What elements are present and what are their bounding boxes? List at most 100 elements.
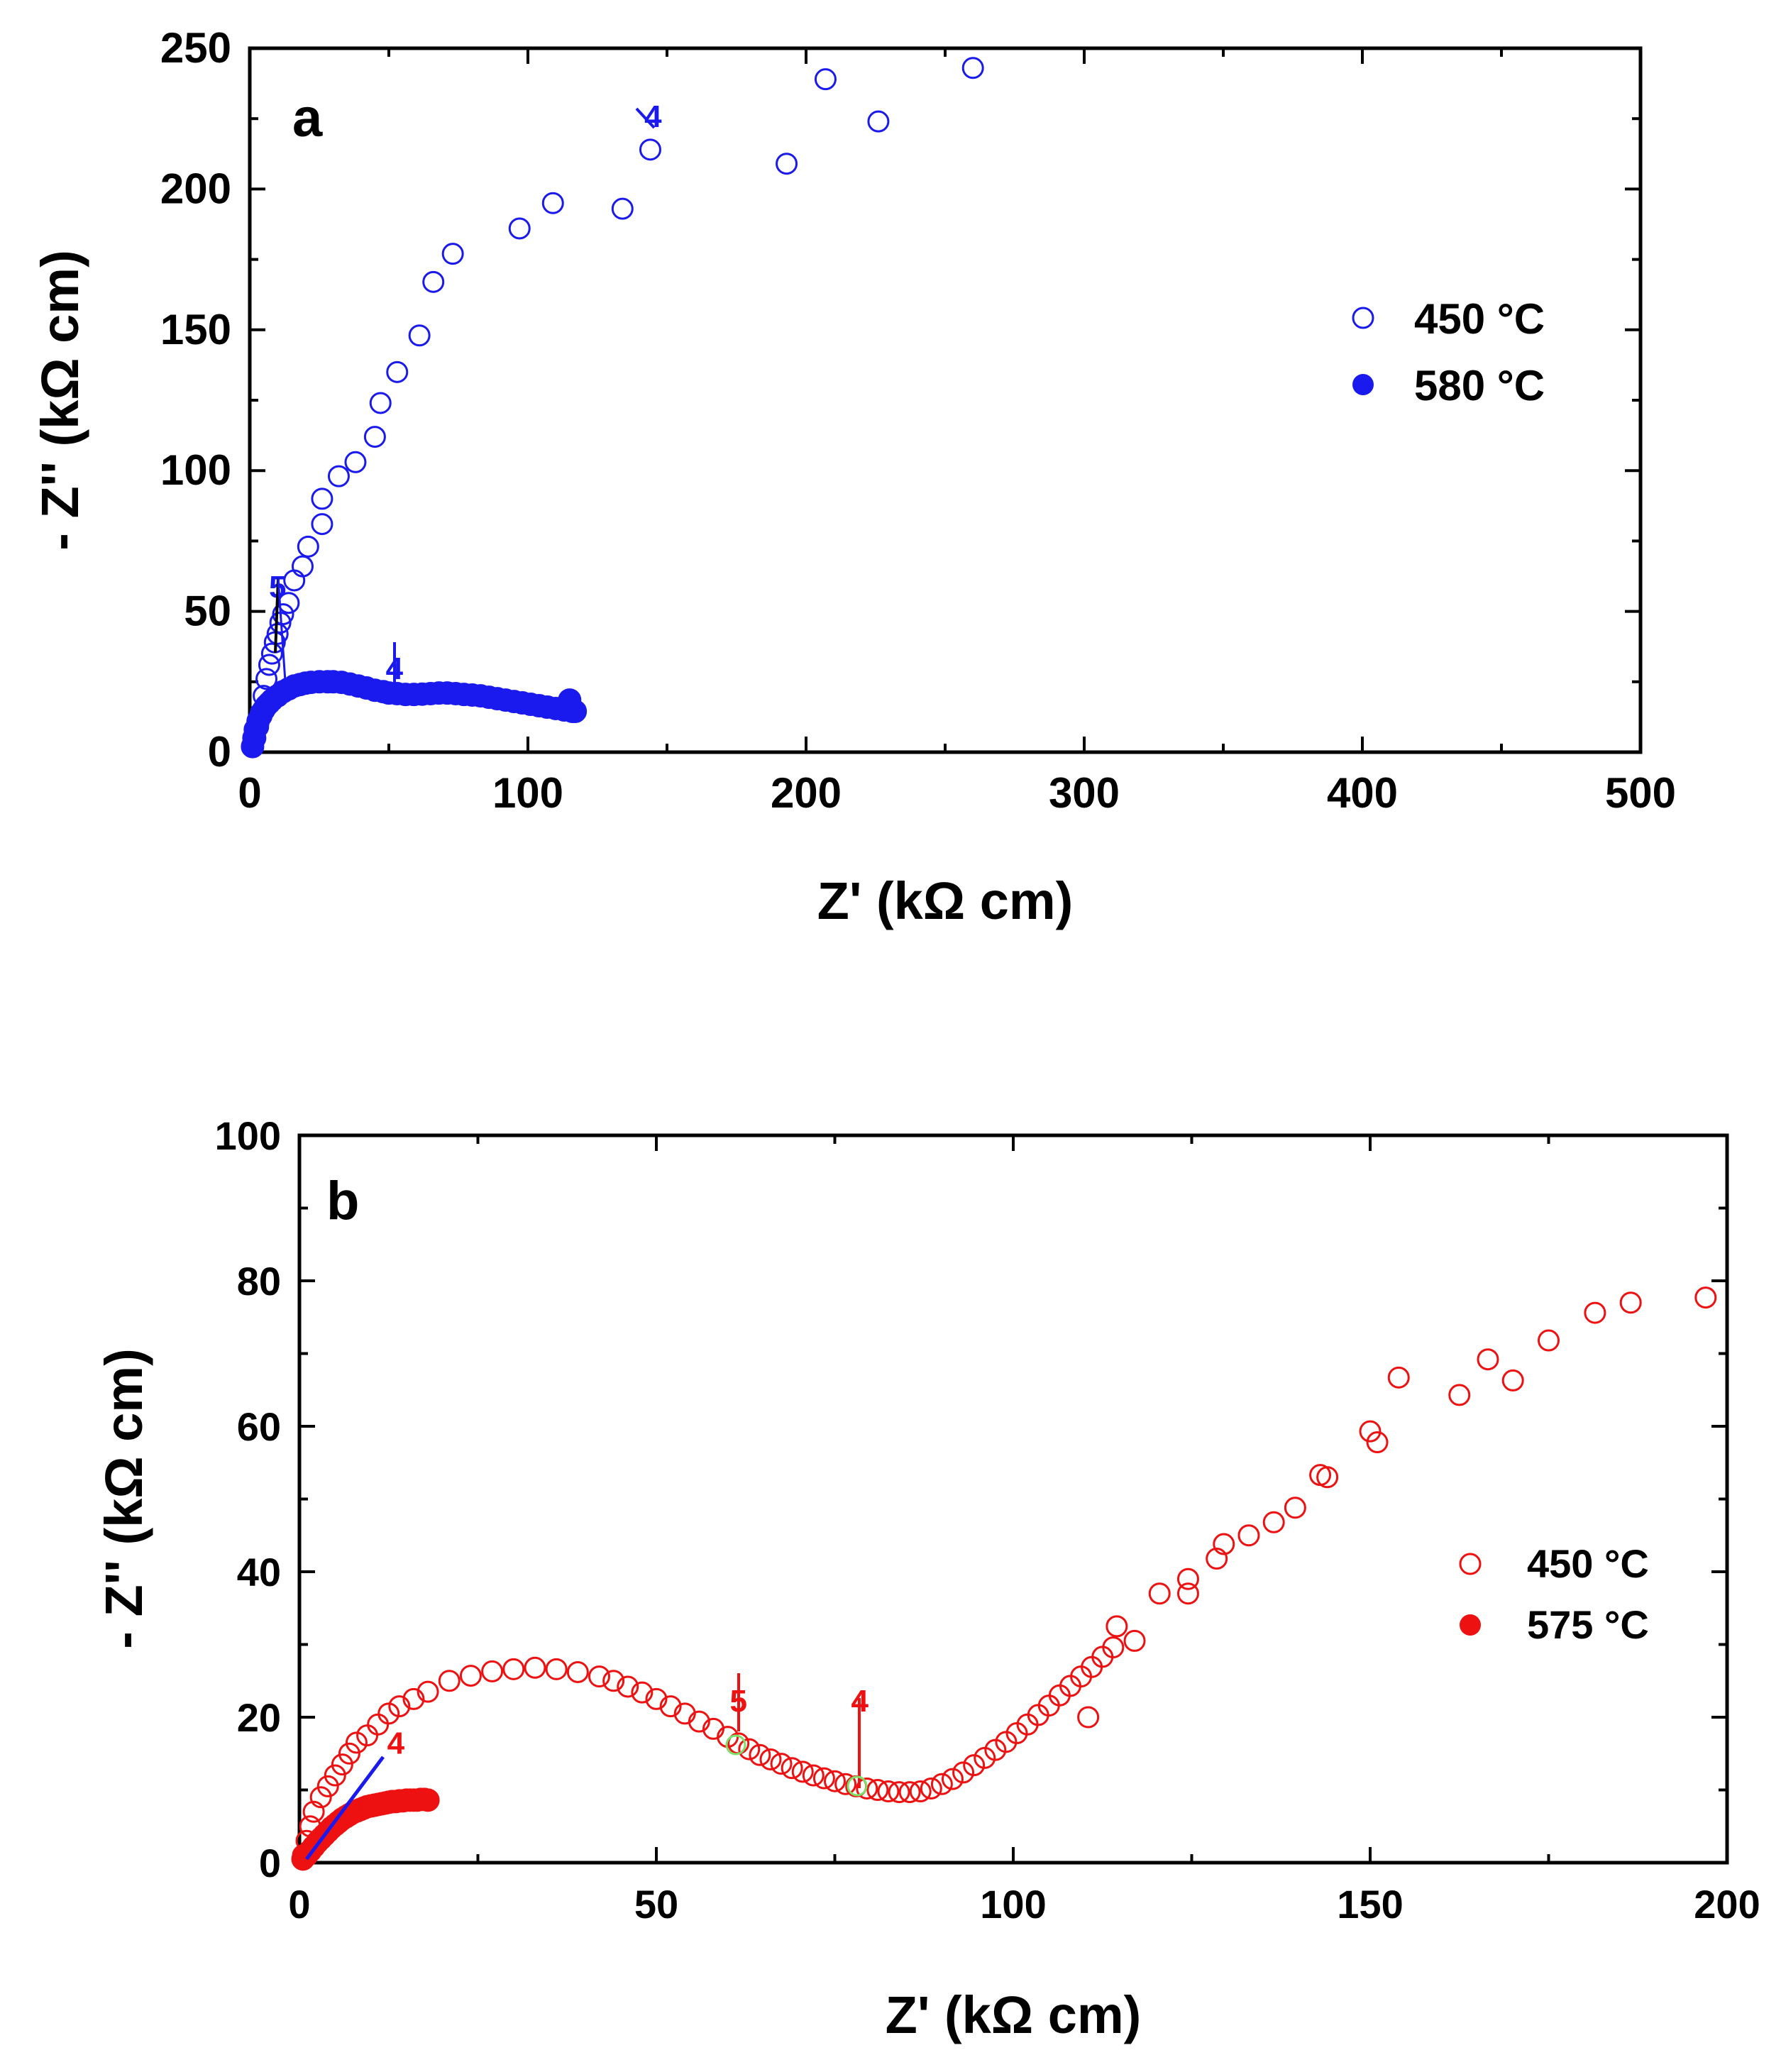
data-point-open: [311, 487, 333, 510]
data-point-open: [1213, 1533, 1235, 1555]
data-point-open: [508, 217, 531, 240]
panel-b-legend-marker-450: [1459, 1553, 1482, 1575]
data-point-open: [645, 1687, 668, 1710]
data-point-open: [311, 513, 333, 536]
data-point-open: [260, 642, 283, 665]
data-point-open: [422, 270, 445, 293]
data-point-open: [291, 555, 314, 578]
y-tick-label: 150: [160, 306, 231, 353]
data-point-open: [459, 1665, 482, 1687]
data-point-open: [781, 1757, 803, 1780]
annotation-leader: [305, 1756, 385, 1861]
panel-b-x-axis-title: Z' (kΩ cm): [886, 1985, 1142, 2044]
y-tick-label: 80: [237, 1259, 281, 1304]
panel-b-label: b: [326, 1171, 359, 1231]
data-point-open: [639, 138, 661, 161]
x-tick-label: 0: [238, 769, 261, 817]
x-tick-label: 50: [634, 1882, 678, 1927]
data-point-open: [566, 1660, 589, 1683]
y-tick-label: 100: [160, 446, 231, 494]
data-point-open: [316, 1775, 339, 1797]
panel-b-plot-frame: [297, 1133, 1729, 1865]
data-point-open: [1387, 1366, 1410, 1389]
data-point-open: [338, 1742, 360, 1765]
panel-a-ticks: [248, 47, 1642, 754]
data-point-open: [277, 592, 300, 615]
data-point-open: [824, 1770, 846, 1792]
data-point-open: [545, 1658, 568, 1680]
data-point-open: [898, 1781, 921, 1804]
data-point-open: [345, 1731, 368, 1754]
y-tick-label: 60: [237, 1404, 281, 1449]
y-tick-label: 20: [237, 1695, 281, 1740]
data-point-open: [659, 1695, 682, 1718]
data-point-open: [402, 1687, 425, 1710]
data-point-open: [1102, 1636, 1125, 1659]
panel-a: 0 100 200 300 400 500 0 50 100 150 200 250 454 a Z'…: [31, 24, 1676, 930]
x-tick-label: 300: [1049, 769, 1120, 817]
data-point-open: [363, 426, 386, 448]
data-point-open: [1316, 1466, 1339, 1489]
data-point-open: [611, 197, 634, 220]
data-point-open: [481, 1660, 504, 1682]
data-point-open: [776, 153, 798, 175]
x-tick-label: 200: [771, 769, 842, 817]
data-point-open: [344, 451, 367, 473]
data-point-open: [1477, 1348, 1499, 1371]
data-point-open: [386, 360, 409, 383]
data-point-open: [377, 1702, 400, 1725]
data-point-open: [417, 1680, 439, 1703]
data-point-open: [814, 68, 837, 91]
y-tick-label: 40: [237, 1550, 281, 1594]
x-tick-label: 500: [1605, 769, 1676, 817]
data-point-open: [834, 1773, 857, 1795]
panel-b-y-axis-title: - Z'' (kΩ cm): [94, 1348, 153, 1648]
y-tick-label: 0: [208, 728, 231, 776]
y-tick-label: 50: [184, 588, 231, 635]
panel-b-legend-marker-575: [1460, 1614, 1481, 1636]
annotation-leader: [277, 578, 287, 682]
data-point-open: [327, 465, 350, 487]
panel-a-x-axis-title: Z' (kΩ cm): [817, 871, 1074, 930]
panel-b-annotations: 544: [305, 1673, 869, 1861]
data-point-open: [1694, 1286, 1717, 1309]
panel-a-legend-marker-450: [1352, 307, 1374, 329]
data-point-open: [258, 654, 280, 676]
panel-a-legend-label-450: 450 °C: [1414, 295, 1545, 343]
data-point-open: [367, 1713, 390, 1736]
panel-b-legend: 450 °C 575 °C: [1459, 1541, 1649, 1647]
data-point-filled: [563, 699, 588, 723]
y-tick-label: 250: [160, 24, 231, 72]
data-point-open: [302, 1800, 325, 1823]
data-point-open: [1284, 1497, 1306, 1519]
data-point-open: [770, 1753, 793, 1775]
x-tick-label: 100: [980, 1882, 1046, 1927]
data-point-open: [812, 1767, 835, 1790]
highlighted-point: [725, 1734, 746, 1756]
data-point-open: [1206, 1548, 1228, 1570]
data-point-open: [369, 392, 392, 414]
panel-a-tick-labels: 0 100 200 300 400 500 0 50 100 150 200 250: [160, 24, 1676, 817]
data-point-open: [802, 1764, 825, 1787]
data-point-open: [961, 57, 984, 79]
y-tick-label: 100: [215, 1113, 281, 1158]
data-point-open: [877, 1780, 900, 1803]
annotation-leader: [635, 107, 656, 129]
data-point-open: [1584, 1301, 1606, 1324]
panel-b-marks: [291, 1286, 1717, 1871]
data-point-open: [255, 668, 278, 690]
data-point-open: [1105, 1615, 1128, 1638]
x-tick-label: 200: [1694, 1882, 1760, 1927]
panel-b: 0 50 100 150 200 0 20 40 60 80 100 544 b Z' (kΩ cm…: [94, 1113, 1760, 2044]
panel-a-label: a: [292, 88, 323, 148]
data-point-open: [1176, 1567, 1199, 1590]
frequency-annotation: 4: [644, 99, 662, 134]
panel-a-y-axis-title: - Z'' (kΩ cm): [31, 250, 89, 550]
annotation-leader: [274, 578, 280, 654]
data-point-open: [759, 1748, 782, 1770]
panel-a-legend: 450 °C 580 °C: [1352, 295, 1545, 409]
panel-a-marks: [241, 57, 984, 759]
data-point-open: [309, 1786, 332, 1809]
y-tick-label: 200: [160, 165, 231, 212]
data-point-open: [602, 1670, 625, 1692]
